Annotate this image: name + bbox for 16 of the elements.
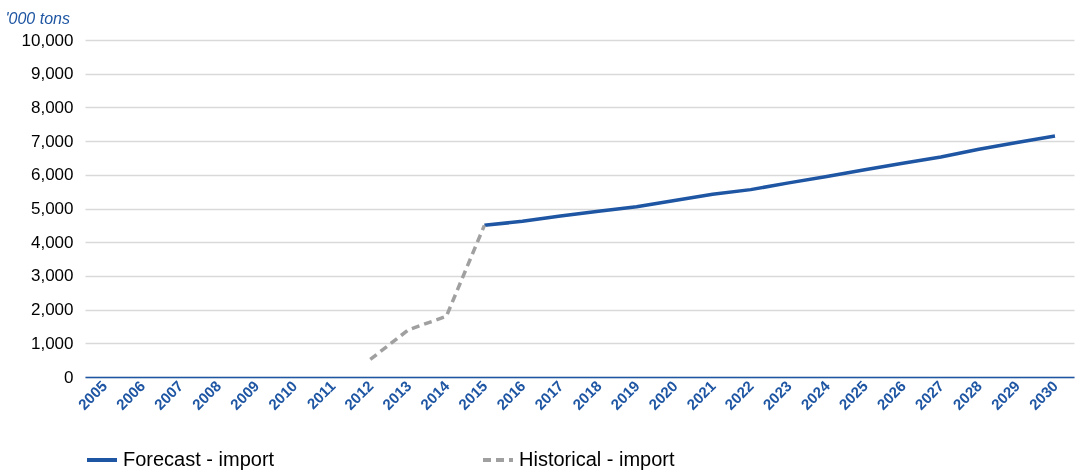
y-tick-label: 8,000	[30, 97, 74, 117]
y-tick-label: 5,000	[30, 199, 74, 218]
y-tick-label: 2,000	[30, 300, 74, 320]
line-series	[482, 134, 1057, 228]
y-tick-label: 7,000	[30, 131, 74, 151]
y-axis-title: '000 tons	[5, 9, 70, 27]
y-tick-label: 3,000	[30, 266, 74, 286]
legend-label: Forecast - import	[123, 448, 275, 470]
y-tick-label: 9,000	[30, 64, 74, 84]
y-tick-label: 1,000	[30, 333, 74, 353]
y-tick-label: 4,000	[30, 232, 74, 252]
line-series	[368, 223, 487, 362]
y-tick-label: 0	[64, 367, 74, 387]
y-tick-label: 10,000	[21, 30, 74, 50]
y-tick-label: 6,000	[30, 165, 74, 185]
legend-label: Historical - import	[519, 448, 676, 470]
